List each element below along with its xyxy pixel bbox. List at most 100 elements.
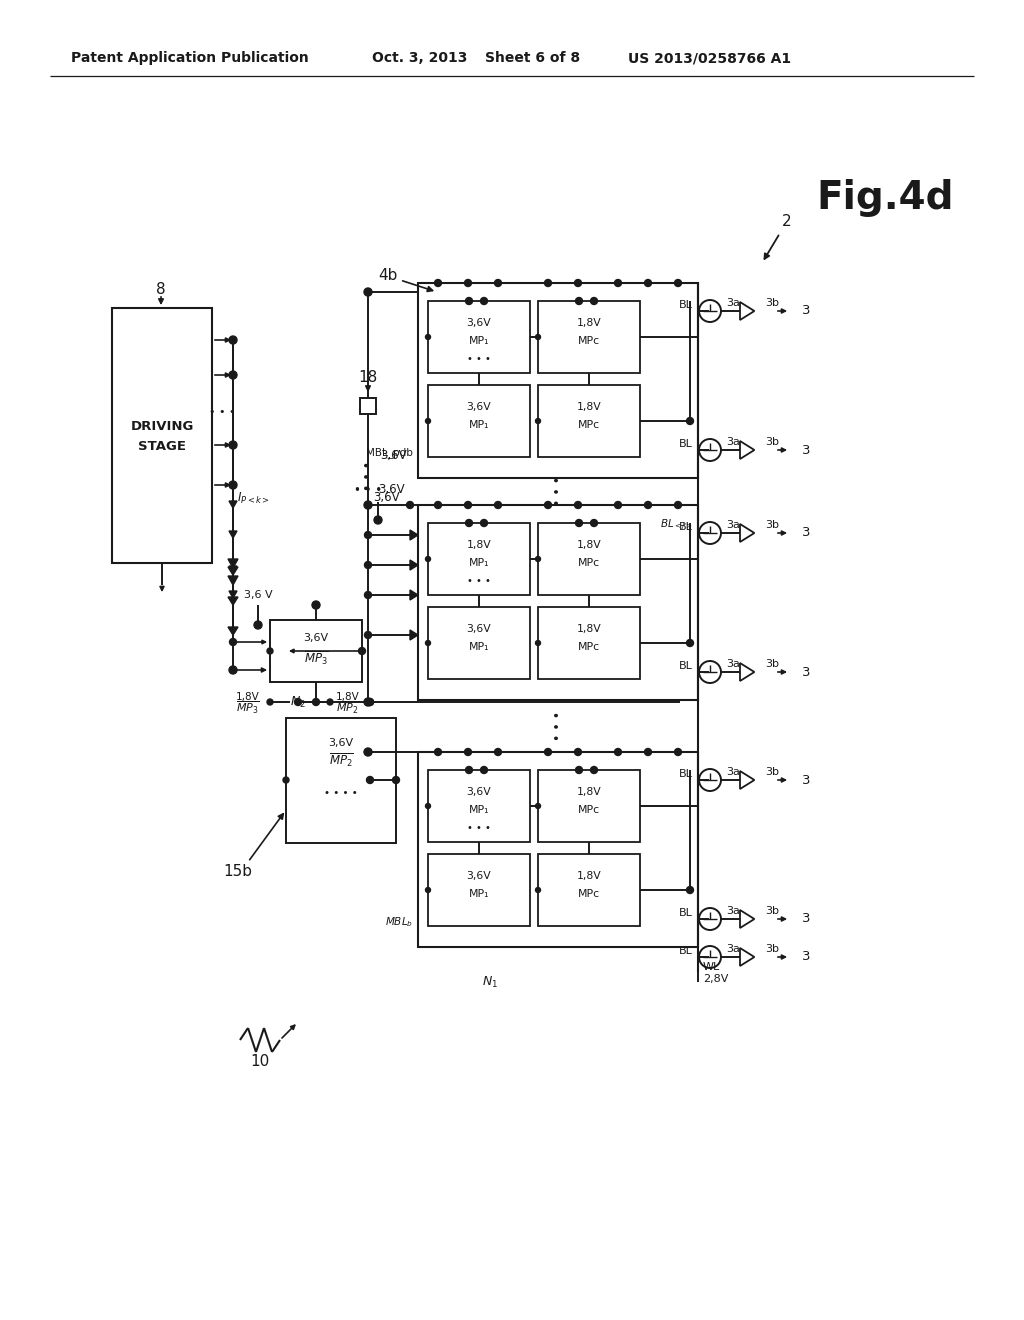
Circle shape (614, 280, 622, 286)
Circle shape (644, 748, 651, 755)
Polygon shape (740, 441, 755, 459)
Text: 1,8V: 1,8V (577, 403, 601, 412)
Circle shape (574, 280, 582, 286)
Circle shape (283, 777, 289, 783)
Text: • • •: • • • (552, 711, 564, 741)
Text: 1,8V: 1,8V (577, 540, 601, 550)
Circle shape (267, 700, 273, 705)
Circle shape (575, 520, 583, 527)
Text: • • •: • • • (467, 822, 490, 833)
Text: $\overline{MP_2}$: $\overline{MP_2}$ (336, 700, 359, 717)
Circle shape (644, 280, 651, 286)
Text: • • •: • • • (467, 354, 490, 364)
Text: 3: 3 (802, 665, 811, 678)
Polygon shape (228, 576, 238, 585)
Polygon shape (410, 531, 418, 540)
Circle shape (536, 887, 541, 892)
Text: 3,6V: 3,6V (374, 491, 400, 503)
Text: 3,6V: 3,6V (329, 738, 353, 748)
Text: DRIVING: DRIVING (130, 421, 194, 433)
Text: • • •: • • • (209, 407, 236, 417)
Circle shape (312, 698, 319, 705)
Text: 3a: 3a (726, 767, 740, 777)
Text: 3: 3 (802, 774, 811, 787)
Text: 18: 18 (358, 371, 378, 385)
Circle shape (545, 748, 552, 755)
Circle shape (426, 887, 430, 892)
Circle shape (392, 776, 399, 784)
Circle shape (686, 639, 693, 647)
Circle shape (229, 441, 237, 449)
Circle shape (536, 557, 541, 561)
Bar (286, 718, 396, 843)
Bar (538, 301, 640, 374)
Text: WL: WL (703, 962, 720, 972)
Text: MP₁: MP₁ (469, 420, 489, 430)
Text: Patent Application Publication: Patent Application Publication (71, 51, 309, 65)
Circle shape (364, 698, 372, 706)
Text: 3,6V: 3,6V (467, 787, 492, 797)
Text: $BL_{<j>}$: $BL_{<j>}$ (660, 517, 693, 532)
Circle shape (407, 502, 414, 508)
Circle shape (364, 748, 372, 756)
Circle shape (545, 502, 552, 508)
Circle shape (229, 337, 237, 345)
Text: MP₁: MP₁ (469, 805, 489, 814)
Bar (418, 506, 698, 700)
Circle shape (699, 300, 721, 322)
Text: 3b: 3b (765, 944, 779, 954)
Text: BL: BL (679, 440, 693, 449)
Text: 1,8V: 1,8V (577, 318, 601, 327)
Bar (538, 607, 640, 678)
Circle shape (465, 748, 471, 755)
Text: $\overline{MP_3}$: $\overline{MP_3}$ (303, 649, 329, 667)
Text: STAGE: STAGE (138, 441, 186, 454)
Text: 3,6V: 3,6V (467, 871, 492, 880)
Text: MPc: MPc (578, 337, 600, 346)
Bar (428, 607, 530, 678)
Text: US 2013/0258766 A1: US 2013/0258766 A1 (629, 51, 792, 65)
Text: Fig.4d: Fig.4d (816, 180, 953, 216)
Polygon shape (228, 627, 238, 635)
Text: 3: 3 (802, 950, 811, 964)
Circle shape (466, 767, 472, 774)
Text: 3: 3 (802, 305, 811, 318)
Text: 8: 8 (157, 282, 166, 297)
Text: BL: BL (679, 770, 693, 779)
Circle shape (426, 640, 430, 645)
Circle shape (229, 639, 237, 645)
Circle shape (699, 770, 721, 791)
Text: $N_1$: $N_1$ (482, 974, 498, 990)
Circle shape (466, 520, 472, 527)
Text: 3: 3 (802, 444, 811, 457)
Circle shape (465, 280, 471, 286)
Text: BL: BL (679, 521, 693, 532)
Text: • • • •: • • • • (325, 788, 357, 799)
Text: 2,8V: 2,8V (703, 974, 728, 983)
Text: MPc: MPc (578, 805, 600, 814)
Text: MP₁: MP₁ (469, 642, 489, 652)
Text: • • •: • • • (361, 461, 375, 491)
Circle shape (267, 648, 273, 653)
Circle shape (699, 440, 721, 461)
Circle shape (536, 418, 541, 424)
Circle shape (374, 516, 382, 524)
Text: MPc: MPc (578, 558, 600, 568)
Circle shape (364, 288, 372, 296)
Polygon shape (410, 590, 418, 601)
Text: 3b: 3b (765, 906, 779, 916)
Text: • • •: • • • (467, 576, 490, 586)
Circle shape (480, 520, 487, 527)
Circle shape (426, 557, 430, 561)
Polygon shape (410, 630, 418, 640)
Circle shape (229, 480, 237, 488)
Circle shape (495, 502, 502, 508)
Text: 1,8V: 1,8V (336, 692, 359, 702)
Text: 3a: 3a (726, 520, 740, 531)
Text: 3b: 3b (765, 437, 779, 447)
Circle shape (367, 698, 374, 705)
Text: $MBL_b$: $MBL_b$ (385, 915, 413, 929)
Bar (538, 854, 640, 927)
Circle shape (644, 502, 651, 508)
Polygon shape (740, 302, 755, 319)
